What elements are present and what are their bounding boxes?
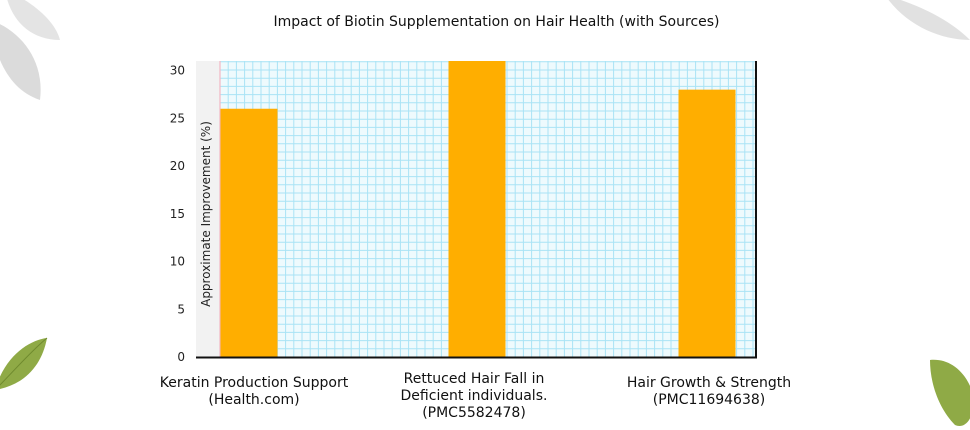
plot-area: 0 5 10 15 20 25 30 [170,61,757,364]
y-tick-label: 15 [170,207,185,221]
y-tick-label: 0 [177,350,185,364]
y-tick-label: 20 [170,159,185,173]
plot-left-band [196,61,220,357]
leaf-decoration-bottom-left-icon [0,337,48,389]
bar [678,89,736,357]
y-tick-label: 10 [170,255,185,269]
x-tick-label: Keratin Production Support (Health.com) [159,375,349,408]
y-tick-label: 5 [177,302,185,316]
x-tick-label: Hair Growth & Strength (PMC11694638) [626,375,792,408]
leaf-decoration-top-left-icon [0,0,60,100]
x-tick-label: Rettuced Hair Fall in Deficient individu… [400,371,548,421]
leaf-decoration-bottom-right-icon [930,359,970,426]
bar [448,61,506,357]
bar [220,108,278,357]
y-axis-label: Approximate Improvement (%) [199,121,213,307]
leaf-decoration-top-right-icon [888,0,970,40]
y-tick-label: 25 [170,111,185,125]
chart-title: Impact of Biotin Supplementation on Hair… [273,14,720,30]
y-tick-label: 30 [170,64,185,78]
